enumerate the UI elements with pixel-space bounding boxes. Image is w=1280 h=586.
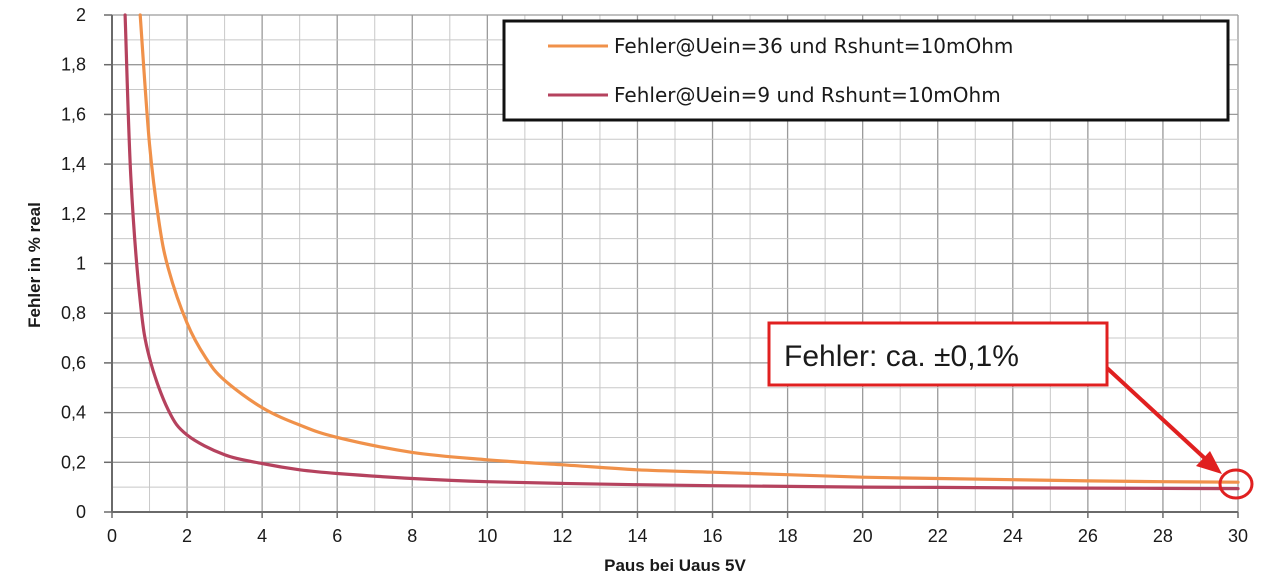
legend-label-series-2: Fehler@Uein=9 und Rshunt=10mOhm <box>614 83 1001 107</box>
legend: Fehler@Uein=36 und Rshunt=10mOhm Fehler@… <box>502 19 1230 122</box>
y-tick-label: 1,6 <box>61 104 86 124</box>
y-tick-label: 0,8 <box>61 303 86 323</box>
y-tick-label: 1,2 <box>61 204 86 224</box>
x-tick-label: 20 <box>853 526 873 546</box>
x-tick-label: 0 <box>107 526 117 546</box>
y-tick-label: 1,4 <box>61 154 86 174</box>
x-tick-label: 4 <box>257 526 267 546</box>
legend-label-series-1: Fehler@Uein=36 und Rshunt=10mOhm <box>614 34 1013 58</box>
tick-labels: 00,20,40,60,811,21,41,61,820 2 4 6 8 10 12 14 16… <box>61 5 1248 546</box>
x-tick-label: 10 <box>477 526 497 546</box>
x-tick-label: 16 <box>703 526 723 546</box>
annotation-arrow <box>1105 366 1214 467</box>
legend-box <box>502 19 1230 122</box>
x-tick-label: 8 <box>407 526 417 546</box>
series-line-2 <box>123 13 1240 491</box>
y-tick-label: 0 <box>76 502 86 522</box>
annotation-arrowhead <box>1196 451 1222 474</box>
x-tick-label: 6 <box>332 526 342 546</box>
series-line-1 <box>138 13 1240 484</box>
x-tick-label: 22 <box>928 526 948 546</box>
annotation-circle <box>1218 468 1254 500</box>
x-tick-label: 18 <box>778 526 798 546</box>
y-tick-label: 1 <box>76 254 86 274</box>
annotation-text: Fehler: ca. ±0,1% <box>784 340 1019 373</box>
series-lines <box>123 13 1240 491</box>
y-tick-label: 0,2 <box>61 452 86 472</box>
annotation: Fehler: ca. ±0,1% <box>767 321 1254 500</box>
x-tick-label: 14 <box>627 526 647 546</box>
x-tick-label: 24 <box>1003 526 1023 546</box>
y-axis-title: Fehler in % real <box>25 202 44 328</box>
y-tick-label: 2 <box>76 5 86 25</box>
x-tick-label: 26 <box>1078 526 1098 546</box>
y-tick-label: 1,8 <box>61 55 86 75</box>
x-axis-title: Paus bei Uaus 5V <box>604 556 746 575</box>
x-tick-label: 12 <box>552 526 572 546</box>
y-tick-label: 0,6 <box>61 353 86 373</box>
x-tick-label: 28 <box>1153 526 1173 546</box>
y-tick-label: 0,4 <box>61 403 86 423</box>
x-tick-label: 30 <box>1228 526 1248 546</box>
annotation-box <box>767 321 1109 387</box>
x-tick-label: 2 <box>182 526 192 546</box>
